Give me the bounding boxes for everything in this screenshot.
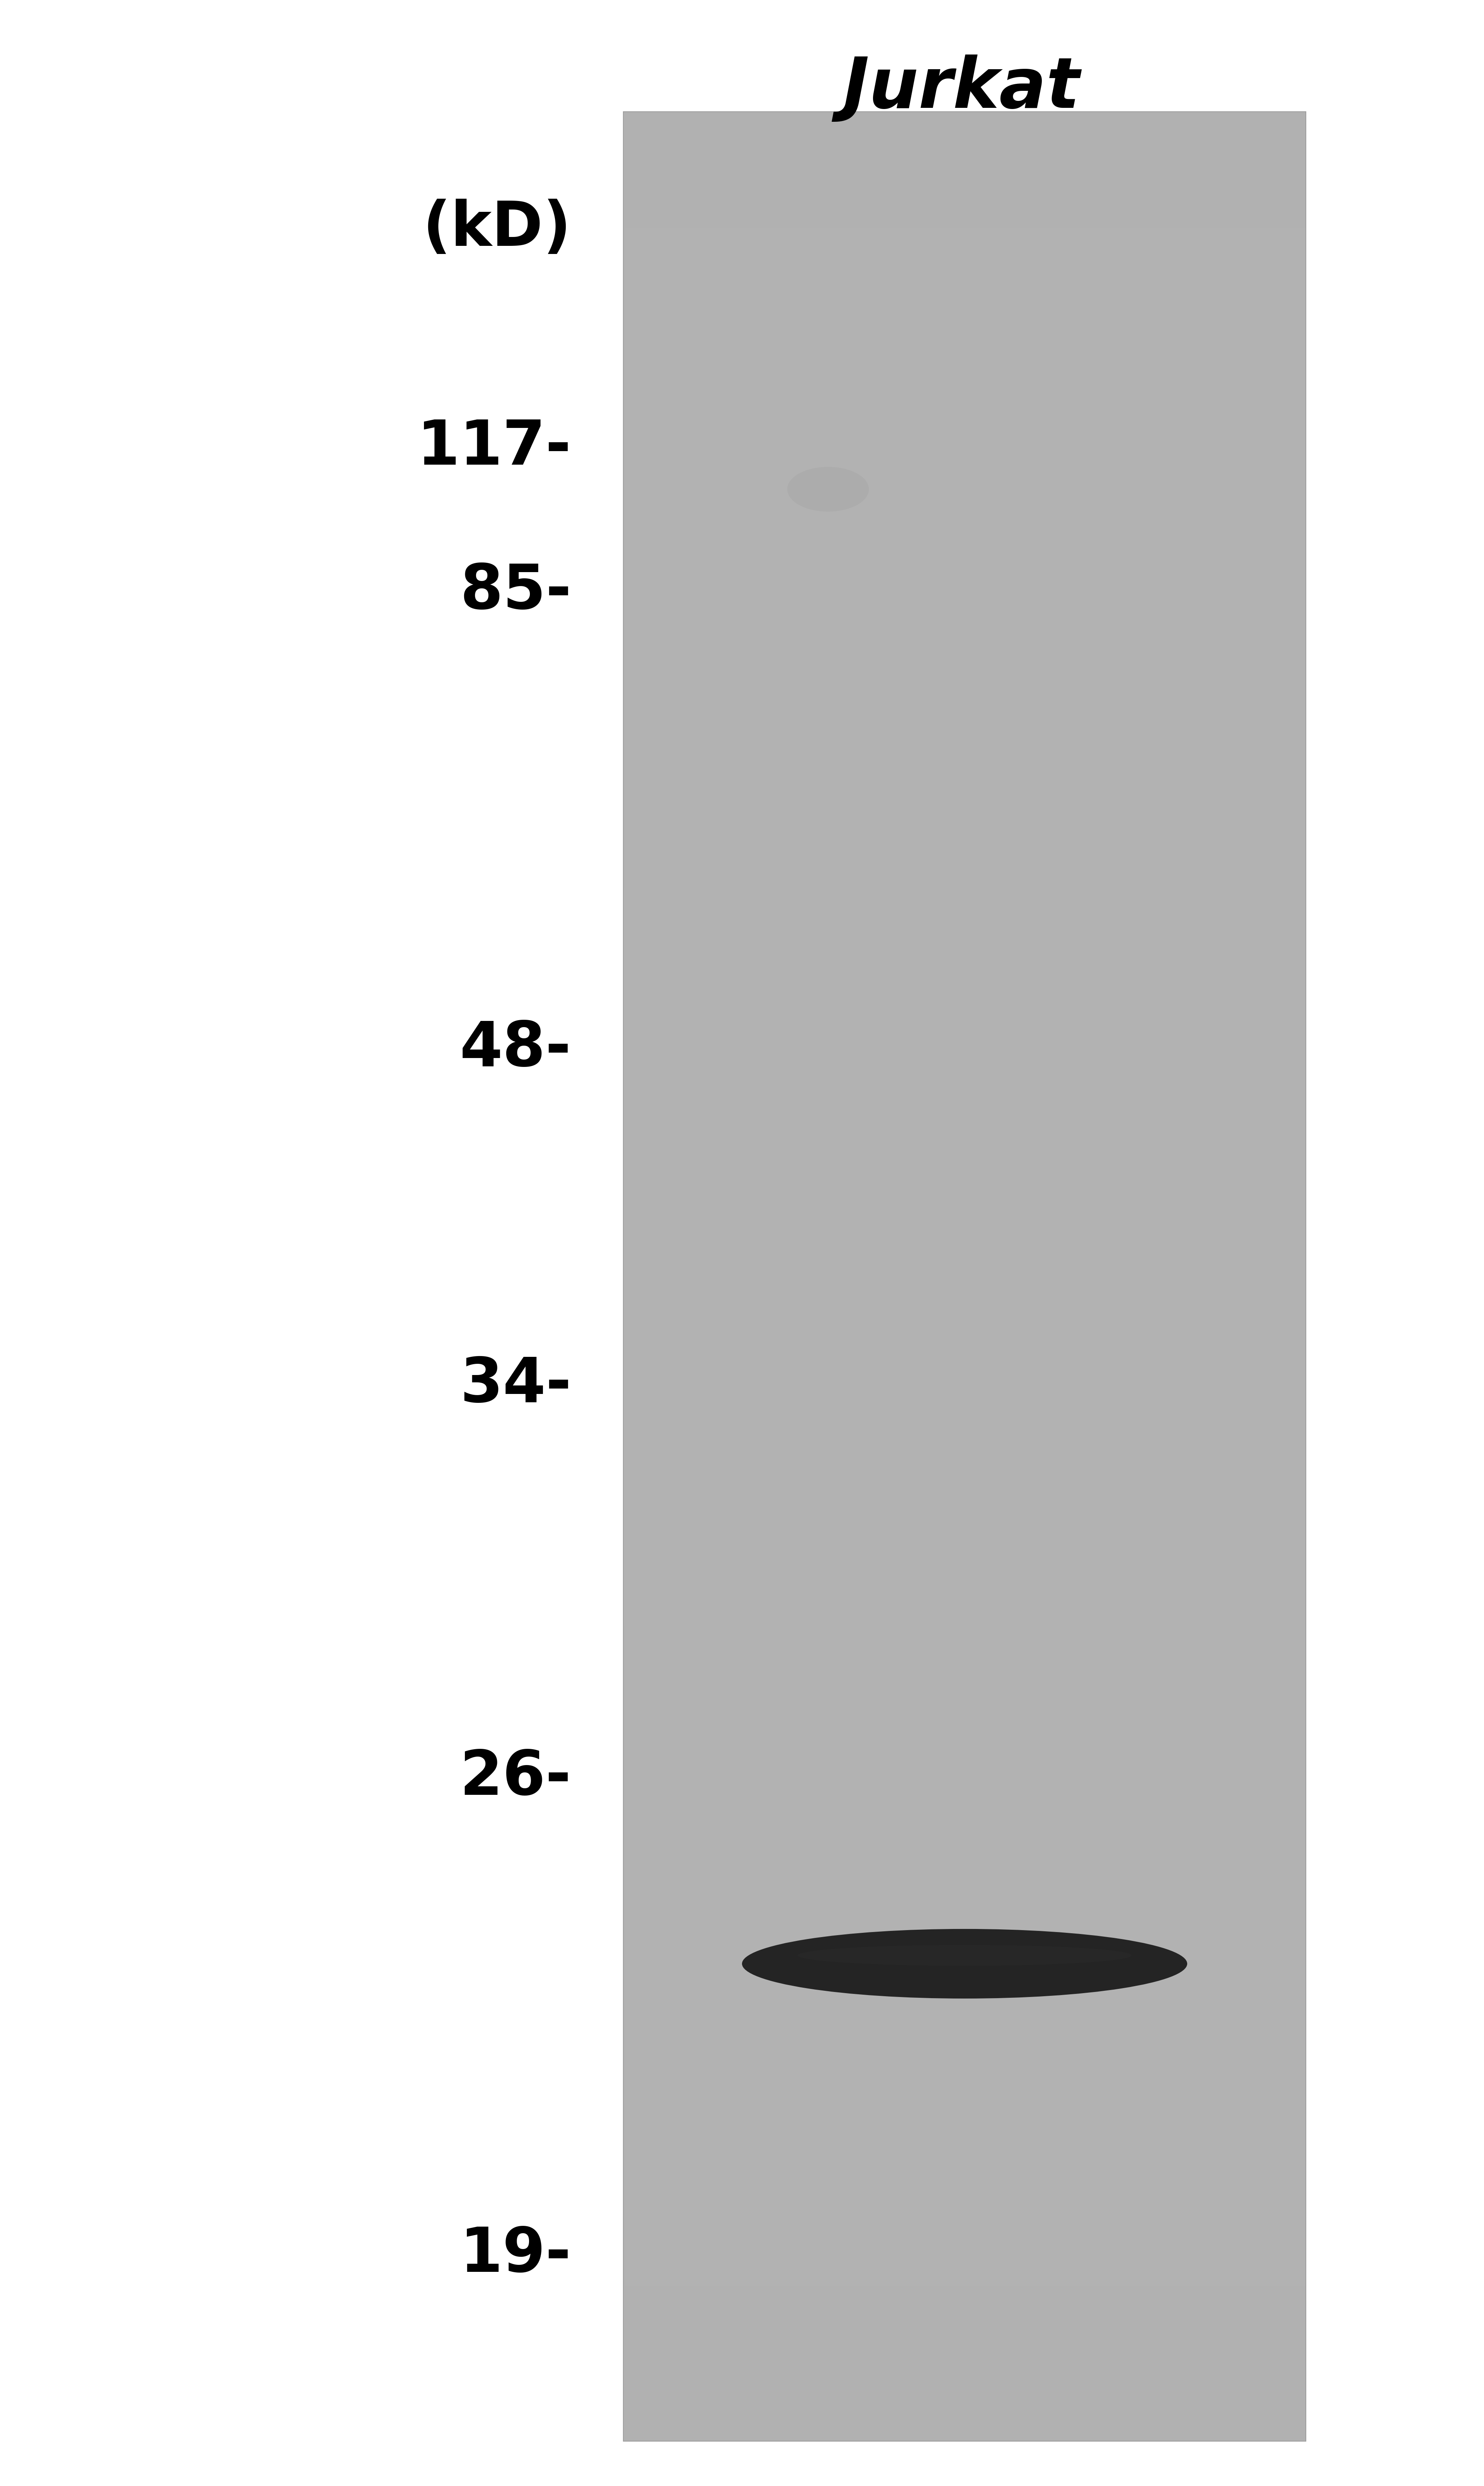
Bar [623, 1278, 1306, 1315]
Bar [623, 306, 1306, 346]
Bar [623, 383, 1306, 423]
Bar [623, 2014, 1306, 2053]
Text: (kD): (kD) [423, 199, 571, 259]
Text: 34-: 34- [460, 1355, 571, 1415]
Text: 117-: 117- [417, 418, 571, 477]
Bar [623, 577, 1306, 617]
Ellipse shape [742, 1929, 1187, 1999]
Text: 19-: 19- [460, 2225, 571, 2285]
Bar [623, 152, 1306, 189]
Bar [623, 2091, 1306, 2131]
Bar [623, 1860, 1306, 1897]
Bar [623, 1937, 1306, 1976]
Bar [623, 1198, 1306, 1238]
Text: Jurkat: Jurkat [843, 55, 1080, 122]
Bar [623, 694, 1306, 733]
Bar [623, 967, 1306, 1004]
Bar [623, 229, 1306, 266]
Bar [623, 1355, 1306, 1392]
Bar [623, 1432, 1306, 1472]
Bar [623, 656, 1306, 694]
Bar [623, 1703, 1306, 1743]
Bar [623, 2401, 1306, 2441]
Bar [623, 2208, 1306, 2247]
Bar [623, 423, 1306, 462]
Bar [623, 927, 1306, 967]
Bar [623, 1626, 1306, 1666]
Bar [623, 617, 1306, 656]
Bar [623, 1509, 1306, 1549]
Text: 85-: 85- [460, 562, 571, 622]
Bar [623, 810, 1306, 850]
Bar [623, 1315, 1306, 1355]
Bar [623, 733, 1306, 771]
Bar [623, 1161, 1306, 1198]
Bar [623, 1586, 1306, 1626]
Bar [623, 1004, 1306, 1044]
Bar [623, 112, 1306, 152]
Ellipse shape [798, 1944, 1131, 1966]
Bar [623, 1976, 1306, 2014]
Bar [623, 2287, 1306, 2324]
Bar [623, 1820, 1306, 1860]
Bar [623, 1549, 1306, 1586]
Text: 48-: 48- [460, 1019, 571, 1079]
Bar [623, 1897, 1306, 1937]
Bar [623, 2364, 1306, 2401]
Bar [623, 1121, 1306, 1161]
Bar [623, 112, 1306, 2441]
Bar [623, 539, 1306, 577]
Bar [623, 1666, 1306, 1703]
Bar [623, 1472, 1306, 1509]
Bar [623, 888, 1306, 927]
Bar [623, 1782, 1306, 1820]
Bar [623, 850, 1306, 888]
Bar [623, 2131, 1306, 2170]
Ellipse shape [788, 467, 870, 512]
Text: 26-: 26- [460, 1748, 571, 1807]
Bar [623, 1392, 1306, 1432]
Bar [623, 1044, 1306, 1081]
Bar [623, 1081, 1306, 1121]
Bar [623, 462, 1306, 500]
Bar [623, 2324, 1306, 2364]
Bar [623, 2053, 1306, 2091]
Bar [623, 266, 1306, 306]
Bar [623, 1238, 1306, 1278]
Bar [623, 1743, 1306, 1782]
Bar [623, 346, 1306, 383]
Bar [623, 500, 1306, 539]
Bar [623, 2170, 1306, 2208]
Bar [623, 189, 1306, 229]
Bar [623, 2247, 1306, 2287]
Bar [623, 771, 1306, 810]
